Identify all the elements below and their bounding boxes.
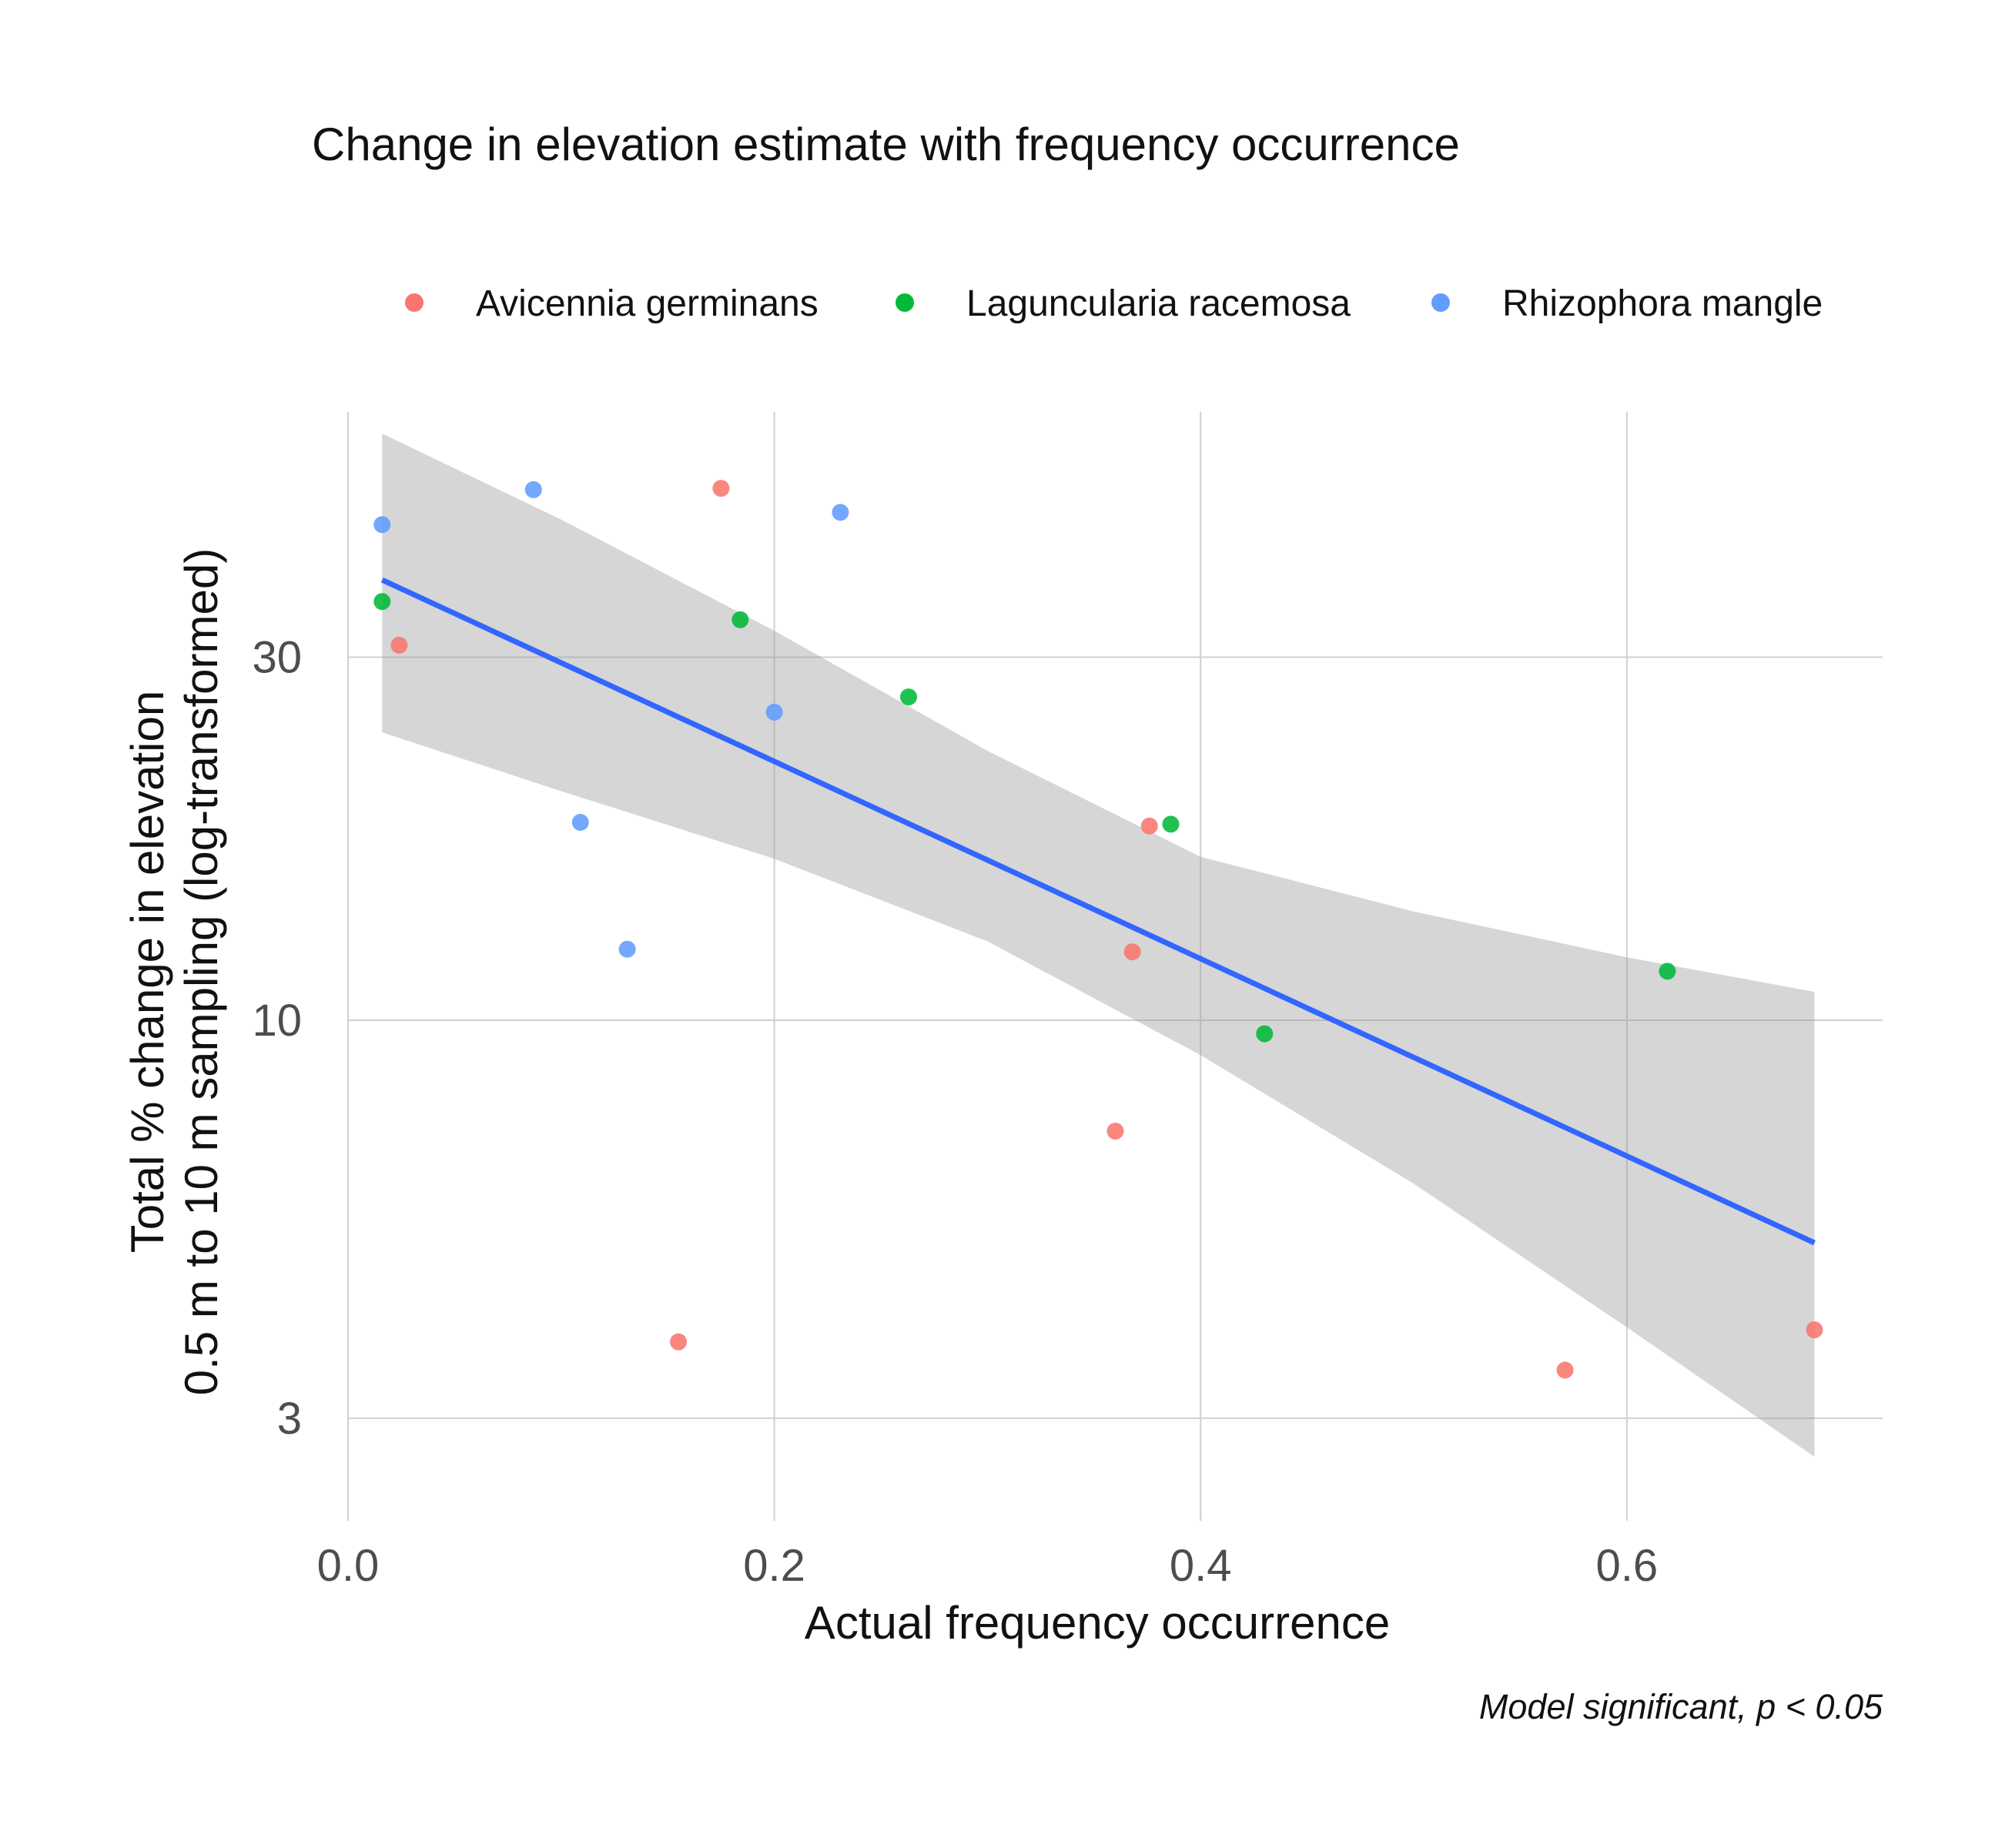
legend: Avicennia germinans Laguncularia racemosa… [405,283,1823,324]
data-point-avicennia-germinans [1140,817,1158,835]
y-tick-label: 30 [252,632,302,682]
data-point-laguncularia-racemosa [899,688,917,706]
data-point-laguncularia-racemosa [1659,962,1676,980]
x-tick-label: 0.2 [743,1541,805,1591]
data-point-laguncularia-racemosa [373,593,391,611]
legend-label: Rhizophora mangle [1502,283,1823,324]
y-axis-title-line-2: 0.5 m to 10 m sampling (log-transformed) [176,548,227,1395]
y-tick-label: 10 [252,996,302,1046]
data-point-rhizophora-mangle [524,480,542,498]
data-point-rhizophora-mangle [373,516,391,534]
data-point-avicennia-germinans [1556,1361,1574,1379]
plot-panel [347,412,1883,1521]
data-point-avicennia-germinans [1106,1123,1124,1140]
legend-key [405,293,424,312]
x-tick-label: 0.0 [317,1541,380,1591]
data-point-rhizophora-mangle [765,703,783,721]
legend-label: Avicennia germinans [476,283,819,324]
chart-caption: Model significant, p < 0.05 [1479,1687,1883,1726]
grid-lines [347,412,1883,1521]
data-point-laguncularia-racemosa [1256,1025,1274,1043]
x-axis-title: Actual frequency occurrence [805,1597,1390,1649]
chart-title: Change in elevation estimate with freque… [312,119,1460,170]
data-point-laguncularia-racemosa [732,611,749,628]
y-tick-label: 3 [277,1394,302,1444]
data-point-avicennia-germinans [390,637,408,654]
y-axis-title: Total % change in elevation 0.5 m to 10 … [122,548,227,1395]
y-axis-ticks: 3 10 30 [252,632,302,1443]
data-point-avicennia-germinans [1806,1321,1823,1339]
y-axis-title-line-1: Total % change in elevation [122,691,173,1254]
confidence-band [382,434,1815,1457]
legend-key [896,293,914,312]
x-tick-label: 0.4 [1170,1541,1232,1591]
legend-key [1431,293,1450,312]
data-point-rhizophora-mangle [571,814,589,832]
regression-line [380,577,1816,1246]
data-point-avicennia-germinans [670,1333,688,1351]
regression-line-path [380,577,1816,1246]
data-points [373,480,1823,1379]
data-point-laguncularia-racemosa [1162,815,1180,833]
confidence-band-area [382,434,1815,1457]
data-point-rhizophora-mangle [832,504,849,521]
data-point-avicennia-germinans [712,480,730,497]
data-point-rhizophora-mangle [618,940,636,958]
data-point-avicennia-germinans [1123,943,1141,961]
x-axis-ticks: 0.0 0.2 0.4 0.6 [317,1541,1658,1591]
legend-label: Laguncularia racemosa [966,283,1351,324]
x-tick-label: 0.6 [1596,1541,1659,1591]
